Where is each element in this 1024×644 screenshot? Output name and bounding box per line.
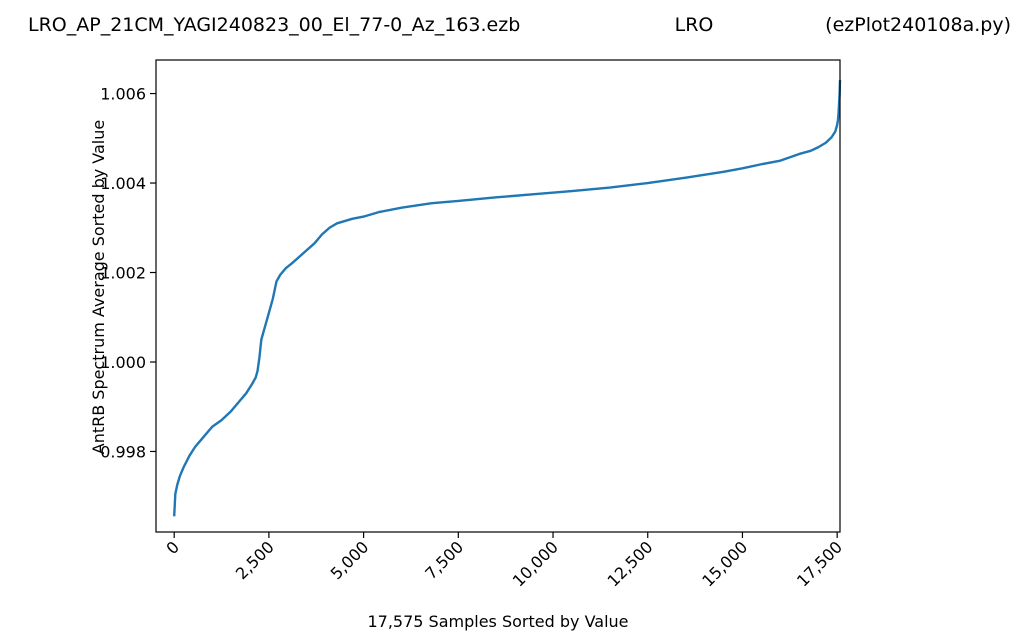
y-tick-label: 1.002: [100, 264, 146, 283]
plot-series-group: [172, 80, 842, 517]
figure-title-script: (ezPlot240108a.py): [825, 14, 1011, 36]
y-axis-label: AntRB Spectrum Average Sorted by Value: [89, 120, 108, 454]
figure-title-filename: LRO_AP_21CM_YAGI240823_00_El_77-0_Az_163…: [28, 14, 520, 36]
y-tick-label: 1.006: [100, 85, 146, 104]
y-axis-ticks: 0.998 1.000 1.002 1.004 1.006: [100, 85, 156, 461]
sorted-spectrum-line: [172, 80, 842, 517]
x-axis-label: 17,575 Samples Sorted by Value: [367, 612, 628, 631]
y-tick-label: 1.000: [100, 353, 146, 372]
y-tick-label: 1.004: [100, 174, 146, 193]
figure-title-station: LRO: [675, 14, 714, 36]
plot-area-frame: [155, 59, 841, 533]
y-tick-label: 0.998: [100, 442, 146, 461]
